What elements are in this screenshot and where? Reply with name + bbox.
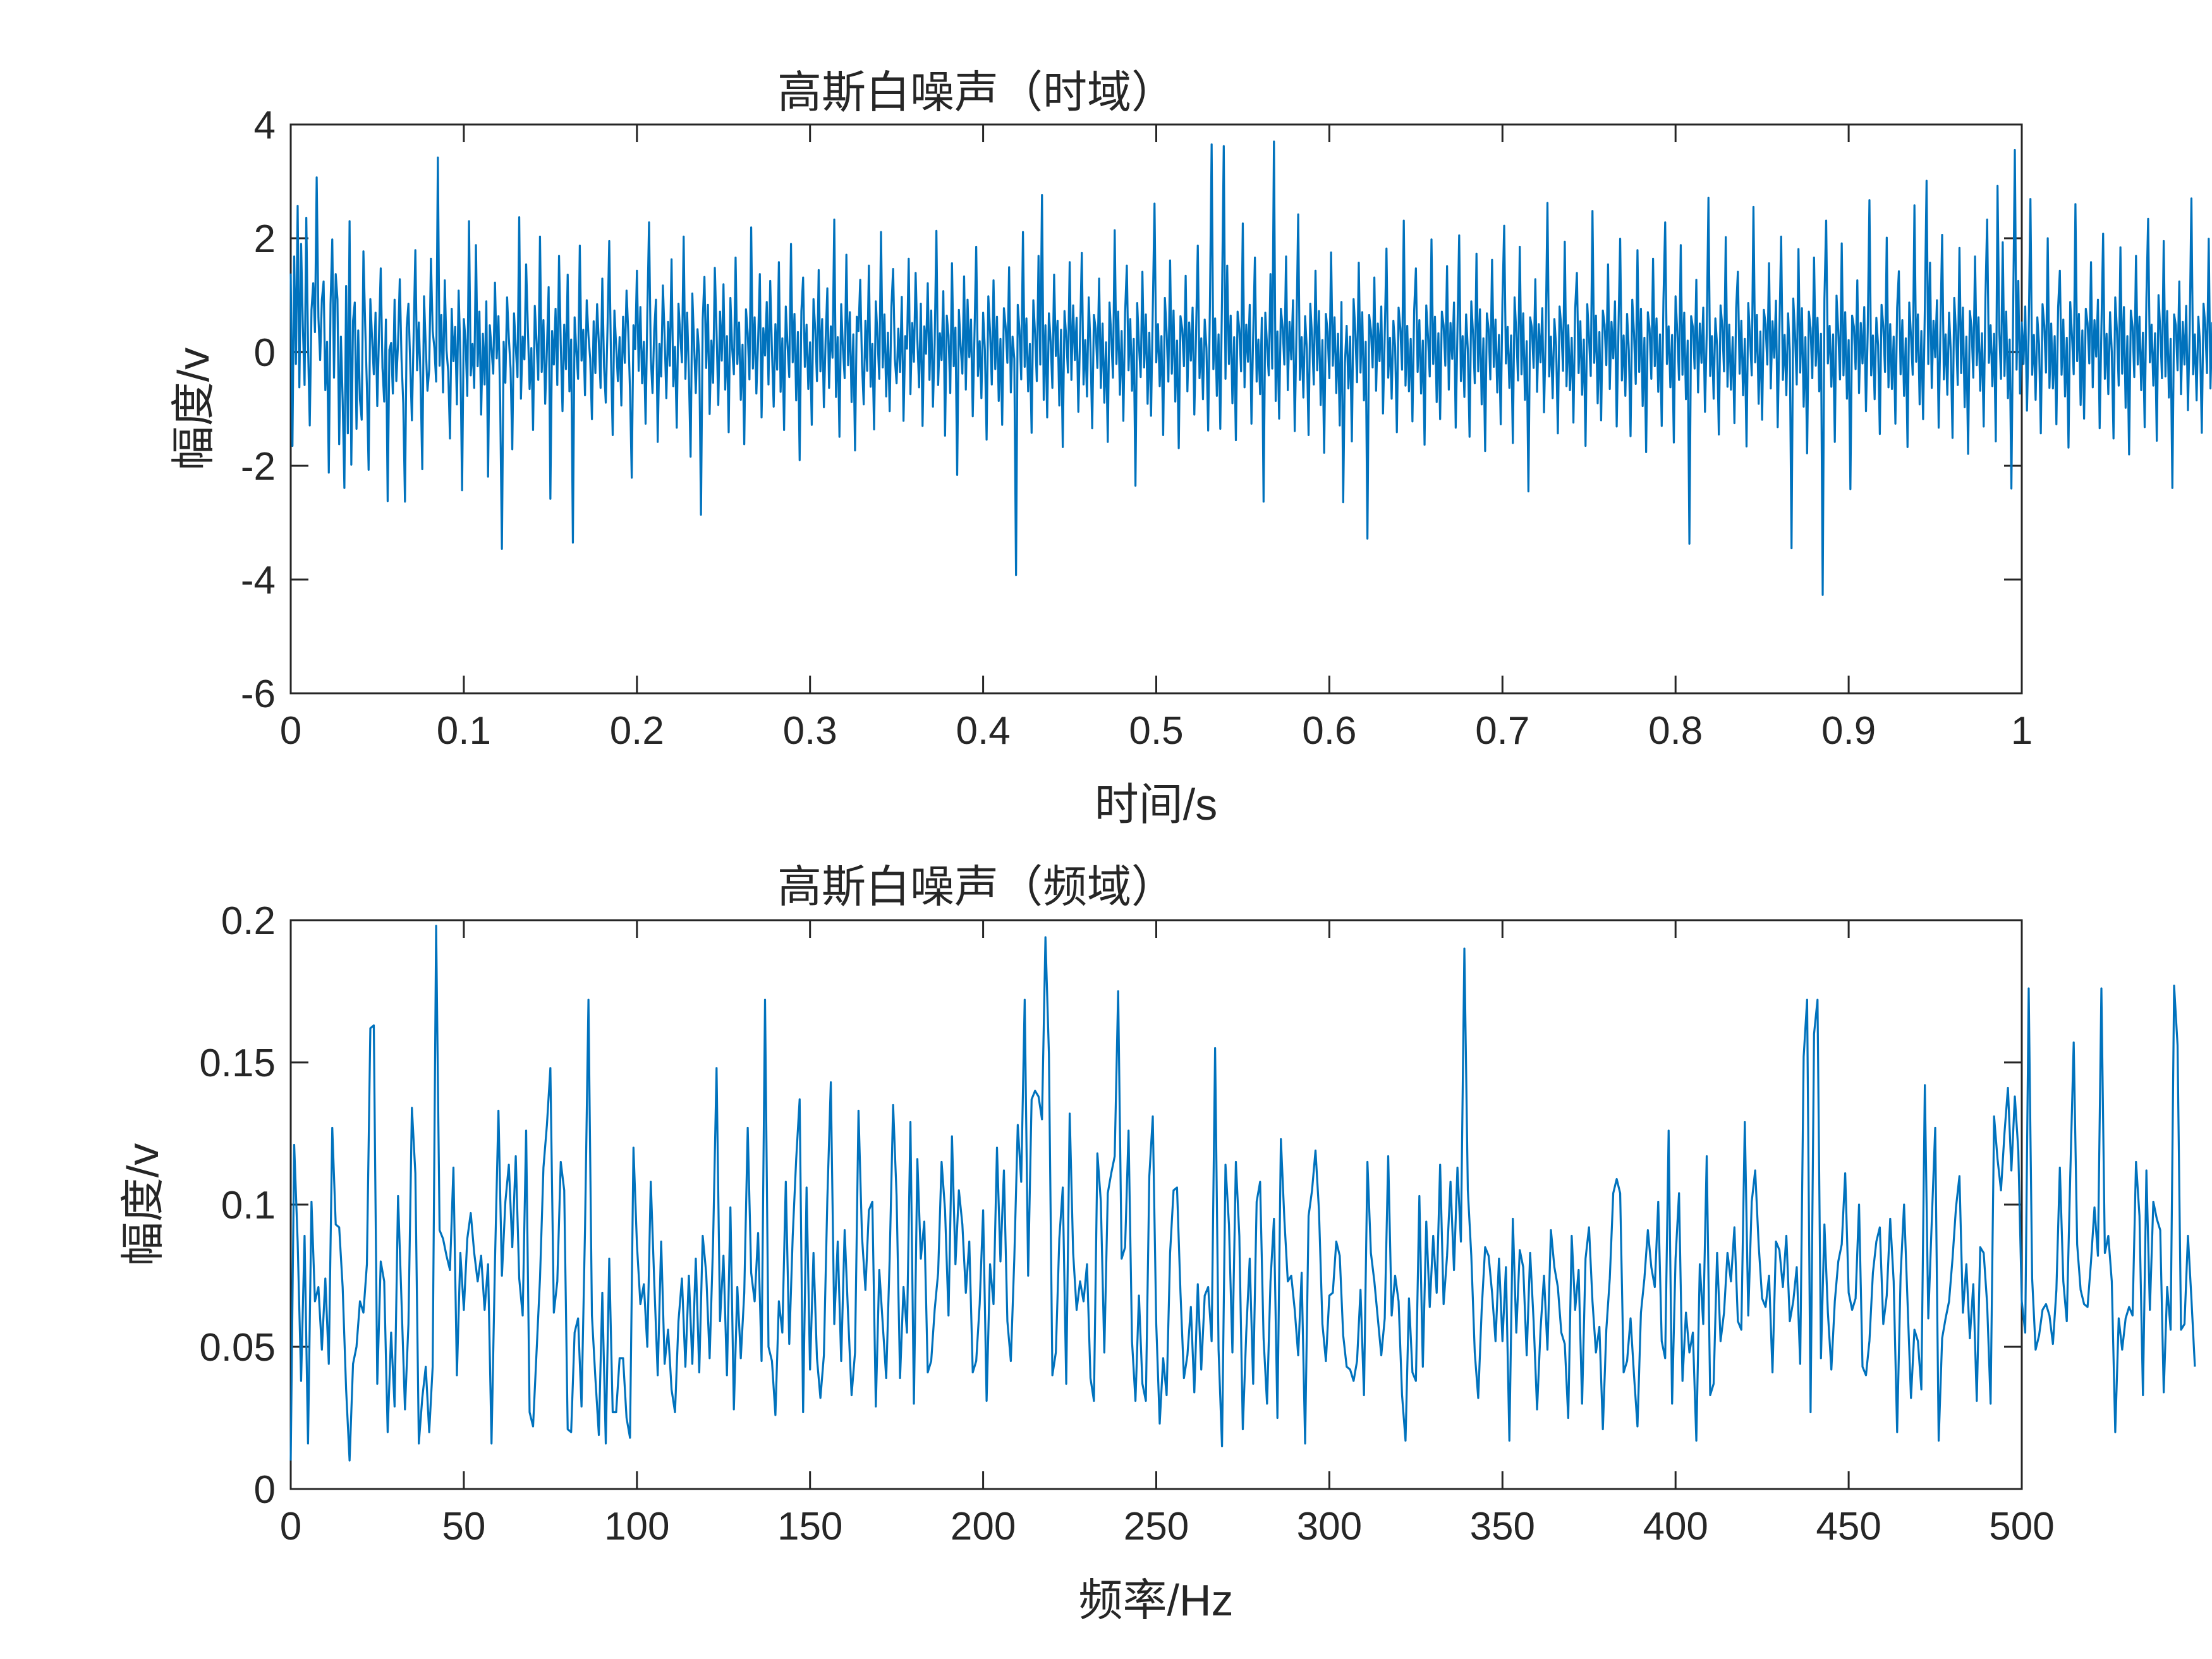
time-domain-series-line: [289, 140, 2212, 596]
x-tick-label: 400: [1643, 1505, 1708, 1548]
x-tick-label: 0: [280, 709, 301, 753]
x-tick-label: 500: [1989, 1505, 2054, 1548]
x-tick-label: 0.6: [1302, 709, 1356, 753]
x-tick-label: 1: [2011, 709, 2033, 753]
x-tick-label: 0.5: [1129, 709, 1183, 753]
y-tick-label: 0.1: [221, 1184, 276, 1227]
time-domain-x-axis-label: 时间/s: [1095, 780, 1217, 829]
y-tick-label: 0.2: [221, 899, 276, 943]
y-tick-label: -2: [241, 445, 276, 489]
y-tick-label: -6: [241, 672, 276, 716]
time-domain-subplot: 高斯白噪声（时域） 0 0.1 0.2 0.3 0.4 0.5 0.6 0.7 0.8 0.9 1 -…: [169, 68, 2212, 829]
x-tick-label: 0.1: [437, 709, 491, 753]
x-tick-label: 0.9: [1821, 709, 1876, 753]
x-tick-label: 0.7: [1475, 709, 1529, 753]
x-tick-label: 50: [442, 1505, 485, 1548]
y-tick-label: 4: [254, 104, 276, 147]
x-tick-label: 100: [604, 1505, 669, 1548]
frequency-domain-plot-area: [289, 919, 2023, 1490]
frequency-domain-y-axis-label: 幅度/v: [118, 1143, 167, 1266]
x-tick-label: 150: [777, 1505, 842, 1548]
time-domain-axes: 0 0.1 0.2 0.3 0.4 0.5 0.6 0.7 0.8 0.9 1 -6 -4 -2 0 2 4: [241, 104, 2033, 753]
y-tick-label: -4: [241, 559, 276, 602]
x-tick-label: 0.2: [610, 709, 664, 753]
frequency-domain-axes: 0 50 100 150 200 250 300 350 400 450 500 0 0.05 0.1 0.…: [199, 899, 2054, 1548]
x-tick-label: 0.8: [1648, 709, 1703, 753]
time-domain-title: 高斯白噪声（时域）: [777, 68, 1176, 117]
time-domain-y-axis-label: 幅度/v: [169, 348, 218, 470]
x-tick-label: 250: [1124, 1505, 1189, 1548]
x-tick-label: 450: [1816, 1505, 1881, 1548]
frequency-domain-x-axis-label: 频率/Hz: [1079, 1576, 1234, 1625]
y-tick-label: 0: [254, 1468, 276, 1512]
frequency-domain-title: 高斯白噪声（频域）: [777, 862, 1176, 911]
y-tick-label: 0.05: [199, 1326, 276, 1370]
x-tick-label: 200: [951, 1505, 1016, 1548]
x-tick-label: 0: [280, 1505, 301, 1548]
frequency-domain-series-line: [289, 925, 2196, 1462]
frequency-domain-subplot: 高斯白噪声（频域） 0 50 100 150 200 250 300 350 400 450 500…: [118, 862, 2196, 1625]
y-tick-label: 0: [254, 331, 276, 375]
x-tick-label: 300: [1297, 1505, 1362, 1548]
x-tick-label: 0.4: [956, 709, 1010, 753]
y-tick-label: 2: [254, 217, 276, 261]
x-tick-label: 0.3: [783, 709, 837, 753]
x-tick-label: 350: [1470, 1505, 1535, 1548]
y-tick-label: 0.15: [199, 1042, 276, 1085]
